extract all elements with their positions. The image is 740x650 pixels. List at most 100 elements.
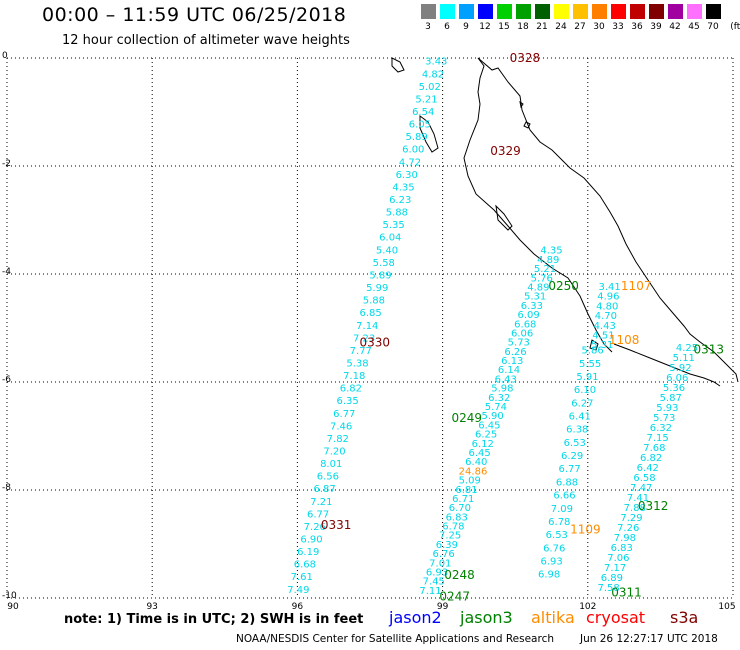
wave-height-value: 6.26 [504, 347, 526, 358]
legend-swatch [668, 4, 683, 19]
sumatra-inner-coast [463, 57, 613, 353]
track-id-label: 0249 [452, 411, 483, 425]
wave-height-value: 6.32 [488, 393, 510, 404]
wave-height-value: 7.49 [287, 585, 309, 596]
wave-height-value: 6.10 [574, 385, 596, 396]
wave-height-value: 4.35 [540, 246, 562, 257]
wave-height-value: 5.21 [534, 264, 556, 275]
wave-height-value: 6.78 [442, 522, 464, 533]
track-id-labels: 0328 0329 0330 0331 0250 0249 0248 0247 0313 0312… [321, 51, 724, 603]
island-small-2 [519, 100, 524, 109]
wave-height-value: 5.11 [673, 353, 695, 364]
wave-height-value: 6.19 [297, 547, 319, 558]
wave-height-value: 6.68 [294, 560, 316, 571]
wave-height-value: 5.31 [591, 340, 613, 351]
legend-swatch [687, 4, 702, 19]
y-tick-label: -6 [2, 375, 11, 385]
wave-height-value: 7.15 [646, 433, 668, 444]
wave-height-value: 5.91 [576, 372, 598, 383]
sumatra-coast [477, 57, 739, 383]
legend-swatch [573, 4, 588, 19]
wave-height-value: 6.06 [511, 329, 533, 340]
wave-height-value: 4.96 [597, 292, 619, 303]
legend-swatch [706, 4, 721, 19]
legend-swatch [421, 4, 436, 19]
wave-height-value: 6.68 [514, 319, 536, 330]
wave-height-value: 6.45 [468, 448, 490, 459]
satellite-legend-s3a: s3a [670, 608, 699, 627]
altimeter-tracks: 3.434.825.025.216.546.055.896.004.726.30… [287, 57, 698, 597]
wave-height-value: 5.76 [531, 273, 553, 284]
wave-height-value: 6.25 [475, 430, 497, 441]
wave-height-value: 7.26 [304, 522, 326, 533]
wave-height-value: 5.88 [386, 208, 408, 219]
grid-lines [6, 57, 734, 599]
track-id-label: 0311 [611, 586, 642, 600]
wave-height-value: 6.82 [340, 384, 362, 395]
wave-height-value: 6.83 [611, 543, 633, 554]
legend-label: 39 [650, 22, 662, 32]
wave-height-value: 6.54 [412, 107, 434, 118]
wave-height-value: 6.30 [396, 170, 418, 181]
wave-height-value: 5.90 [481, 411, 503, 422]
track-id-label: 0312 [638, 499, 669, 513]
wave-height-value: 6.12 [472, 439, 494, 450]
wave-height-value: 7.88 [624, 503, 646, 514]
wave-height-value: 6.78 [548, 517, 570, 528]
wave-height-value: 7.47 [630, 483, 652, 494]
wave-height-value: 6.89 [601, 573, 623, 584]
x-tick-label: 96 [291, 602, 304, 612]
legend-label: 18 [517, 22, 529, 32]
legend-swatch [592, 4, 607, 19]
wave-height-value: 6.09 [517, 310, 539, 321]
wave-height-value: 5.09 [459, 476, 481, 487]
wave-height-value: 5.58 [373, 258, 395, 269]
wave-height-value: 6.98 [538, 570, 560, 581]
wave-height-value: 7.58 [597, 583, 619, 594]
wave-height-value: 6.29 [561, 451, 583, 462]
wave-height-value: 6.13 [501, 356, 523, 367]
legend-swatch [630, 4, 645, 19]
wave-height-value: 6.82 [640, 453, 662, 464]
wave-height-value: 6.53 [564, 438, 586, 449]
wave-height-value: 5.38 [346, 359, 368, 370]
wave-height-value: 6.14 [498, 365, 520, 376]
wave-height-value: 4.89 [527, 283, 549, 294]
wave-height-value: 4.43 [594, 321, 616, 332]
generation-timestamp: Jun 26 12:27:17 UTC 2018 [580, 633, 718, 645]
wave-height-value: 6.38 [566, 425, 588, 436]
track-id-label: 0328 [510, 51, 541, 65]
wave-height-value: 5.88 [363, 296, 385, 307]
x-tick-label: 105 [718, 602, 736, 612]
island-simeulue [391, 57, 405, 73]
coastline [391, 57, 739, 387]
wave-height-value: 7.25 [439, 531, 461, 542]
wave-height-value: 7.29 [620, 513, 642, 524]
wave-height-value: 5.21 [415, 94, 437, 105]
legend-label: 24 [555, 22, 567, 32]
wave-height-value: 6.77 [333, 409, 355, 420]
wave-height-value: 7.82 [327, 434, 349, 445]
wave-height-value: 6.76 [543, 543, 565, 554]
y-tick-label: -10 [2, 591, 17, 601]
wave-height-value: 6.58 [633, 473, 655, 484]
track-id-label: 1109 [570, 522, 601, 536]
track-id-label: 0331 [321, 518, 352, 532]
wave-height-value: 6.43 [495, 374, 517, 385]
credit-line: NOAA/NESDIS Center for Satellite Applica… [236, 633, 554, 645]
wave-height-value: 4.80 [596, 301, 618, 312]
wave-height-value: 6.04 [379, 233, 401, 244]
wave-height-value: 7.21 [310, 497, 332, 508]
wave-height-value: 7.11 [419, 586, 441, 597]
wave-height-value: 6.05 [409, 120, 431, 131]
wave-height-value: 7.46 [330, 421, 352, 432]
wave-height-value: 7.06 [607, 553, 629, 564]
legend-label: 27 [574, 22, 586, 32]
wave-height-value: 6.35 [336, 396, 358, 407]
y-tick-label: -8 [2, 483, 11, 493]
legend-swatch [497, 4, 512, 19]
wave-height-value: 5.86 [581, 346, 603, 357]
wave-height-value: 6.00 [402, 145, 424, 156]
legend-label: 70 [707, 22, 719, 32]
track-id-label: 0330 [360, 336, 391, 350]
